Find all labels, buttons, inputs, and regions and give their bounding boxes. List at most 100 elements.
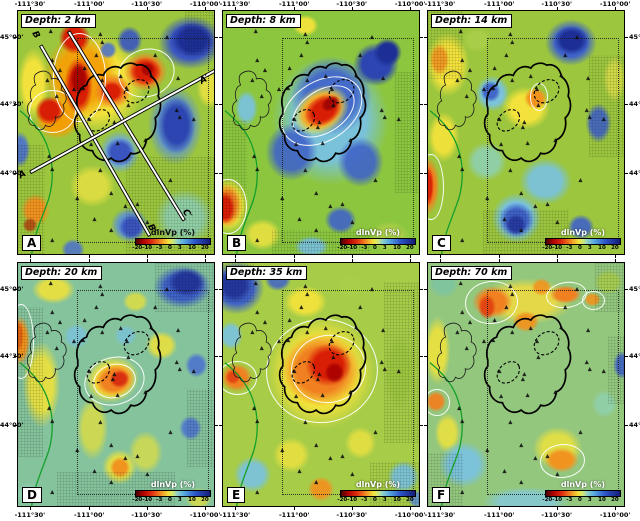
seismic-station-triangle-icon: ▲	[460, 309, 465, 316]
seismic-station-triangle-icon: ▲	[350, 219, 355, 226]
tick-mark	[615, 259, 617, 262]
tick-mark	[234, 7, 236, 10]
seismic-station-triangle-icon: ▲	[457, 153, 462, 160]
seismic-station-triangle-icon: ▲	[545, 453, 550, 460]
seismic-station-triangle-icon: ▲	[533, 203, 538, 210]
tick-mark	[439, 507, 441, 510]
seismic-station-triangle-icon: ▲	[123, 203, 128, 210]
seismic-station-triangle-icon: ▲	[358, 52, 363, 59]
depth-label: Depth: 35 km	[226, 266, 308, 280]
seismic-station-triangle-icon: ▲	[292, 367, 297, 374]
tick-mark	[146, 7, 148, 10]
seismic-station-triangle-icon: ▲	[315, 375, 320, 382]
latitude-label: 44°00'	[629, 168, 640, 177]
tick-mark	[410, 7, 412, 10]
seismic-station-triangle-icon: ▲	[88, 141, 94, 148]
seismic-station-triangle-icon: ▲	[50, 237, 55, 244]
colorbar: dlnVp (%) -20 -10 -3 0 3 10 20	[337, 228, 416, 252]
seismic-station-triangle-icon: ▲	[534, 338, 540, 345]
depth-label: Depth: 70 km	[431, 266, 513, 280]
colorbar: dlnVp (%) -20 -10 -3 0 3 10 20	[132, 228, 211, 252]
colorbar: dlnVp (%) -20 -10 -3 0 3 10 20	[132, 480, 211, 504]
colorbar: dlnVp (%) -20 -10 -3 0 3 10 20	[542, 228, 621, 252]
seismic-station-triangle-icon: ▲	[48, 28, 53, 35]
longitude-label: -111°00'	[483, 0, 515, 8]
colorbar-tick: 0	[373, 497, 377, 503]
seismic-station-triangle-icon: ▲	[460, 165, 465, 172]
seismic-station-triangle-icon: ▲	[519, 442, 524, 449]
seismic-station-triangle-icon: ▲	[286, 85, 291, 91]
seismic-station-triangle-icon: ▲	[109, 479, 114, 486]
seismic-station-triangle-icon: ▲	[50, 417, 55, 424]
seismic-station-triangle-icon: ▲	[98, 283, 103, 290]
tick-mark	[556, 7, 558, 10]
seismic-station-triangle-icon: ▲	[109, 442, 114, 449]
colorbar-tick: -10	[347, 497, 358, 503]
latitude-label: 44°00'	[0, 168, 24, 177]
seismic-station-triangle-icon: ▲	[373, 429, 378, 436]
seismic-station-triangle-icon: ▲	[100, 328, 105, 335]
seismic-station-triangle-icon: ▲	[314, 190, 319, 197]
colorbar-tick: -20	[337, 497, 348, 503]
seismic-station-triangle-icon: ▲	[534, 86, 540, 93]
colorbar-tick: 3	[382, 245, 387, 251]
tick-mark	[14, 172, 17, 174]
longitude-label: -110°30'	[336, 0, 367, 8]
tick-mark	[420, 172, 423, 174]
seismic-station-triangle-icon: ▲	[177, 366, 182, 373]
colorbar-tick-row: -20 -10 -3 0 3 10 20	[542, 497, 621, 504]
tick-mark	[420, 356, 423, 358]
tick-mark	[420, 36, 423, 38]
seismic-station-triangle-icon: ▲	[292, 115, 297, 122]
seismic-station-triangle-icon: ▲	[520, 123, 525, 130]
colorbar-tick: -10	[142, 245, 153, 251]
colorbar-tick: 0	[578, 497, 582, 503]
longitude-label: -110°30'	[131, 0, 162, 8]
seismic-station-triangle-icon: ▲	[48, 280, 53, 287]
latitude-label: 44°30'	[0, 100, 24, 109]
seismic-station-triangle-icon: ▲	[143, 388, 148, 395]
colorbar-tick: 20	[406, 245, 414, 251]
seismic-station-triangle-icon: ▲	[47, 153, 52, 160]
colorbar-title: dlnVp (%)	[150, 228, 196, 238]
colorbar-tick: -10	[347, 245, 358, 251]
seismic-station-triangle-icon: ▲	[81, 85, 86, 91]
seismic-station-triangle-icon: ▲	[498, 393, 504, 400]
seismic-station-triangle-icon: ▲	[176, 75, 181, 82]
seismic-station-triangle-icon: ▲	[396, 367, 401, 374]
panel-letter-badge: C	[432, 235, 451, 251]
seismic-station-triangle-icon: ▲	[457, 405, 462, 412]
seismic-station-triangle-icon: ▲	[498, 141, 504, 148]
colorbar-gradient	[340, 490, 416, 497]
seismic-station-triangle-icon: ▲	[328, 203, 333, 210]
seismic-station-triangle-icon: ▲	[497, 367, 502, 374]
colorbar-tick-row: -20 -10 -3 0 3 10 20	[132, 245, 211, 252]
tick-mark	[215, 104, 218, 106]
seismic-station-triangle-icon: ▲	[100, 39, 105, 46]
colorbar-tick: -10	[552, 245, 563, 251]
colorbar-tick: 10	[188, 245, 196, 251]
tick-mark	[29, 255, 31, 258]
seismic-station-triangle-icon: ▲	[262, 319, 268, 326]
colorbar-tick: -3	[156, 245, 163, 251]
seismic-station-triangle-icon: ▲	[303, 167, 308, 174]
longitude-label: -110°00'	[394, 0, 426, 8]
longitude-label: -110°30'	[541, 0, 572, 8]
colorbar-tick: -20	[132, 245, 143, 251]
tick-mark	[234, 259, 236, 262]
tick-mark	[499, 7, 501, 10]
latitude-label: 44°30'	[629, 352, 640, 361]
seismic-station-triangle-icon: ▲	[525, 140, 530, 147]
tick-mark	[625, 424, 628, 426]
depth-label: Depth: 14 km	[431, 14, 513, 28]
seismic-station-triangle-icon: ▲	[555, 471, 560, 478]
map-panel-B: ▲ ▲ ▲ ▲ ▲ ▲ ▲ ▲ ▲ ▲ ▲ ▲ ▲ ▲ ▲ ▲ ▲ ▲ ▲ ▲ ▲ ▲ ▲ ▲ ▲ ▲ ▲ ▲ ▲ ▲ ▲ ▲ ▲ ▲ ▲ ▲ ▲ ▲ ▲ ▲…	[222, 10, 420, 255]
colorbar-tick: -20	[132, 497, 143, 503]
seismic-station-triangle-icon: ▲	[553, 136, 558, 143]
seismic-station-triangle-icon: ▲	[354, 72, 359, 79]
panel-letter-badge: B	[227, 235, 247, 251]
seismic-station-triangle-icon: ▲	[533, 455, 538, 462]
seismic-station-triangle-icon: ▲	[578, 177, 583, 184]
tick-mark	[615, 255, 617, 258]
seismic-station-triangle-icon: ▲	[50, 165, 55, 172]
